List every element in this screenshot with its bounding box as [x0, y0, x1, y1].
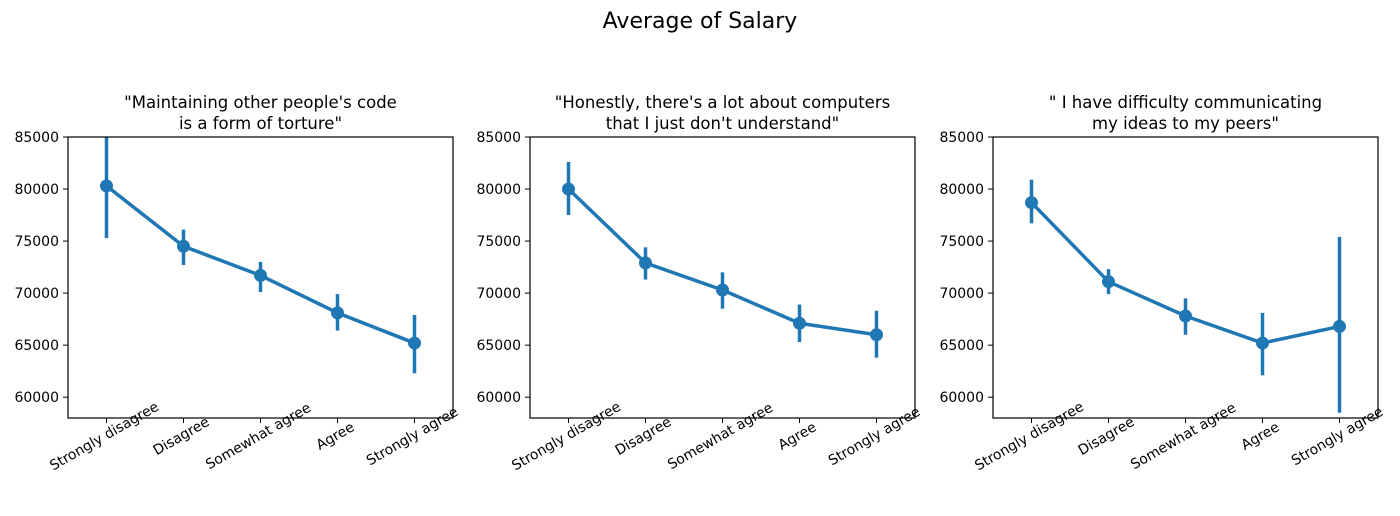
data-point	[870, 328, 883, 342]
axes-frame	[529, 136, 916, 419]
data-point	[562, 182, 575, 196]
series-line	[567, 187, 877, 337]
panel-title-line-2: that I just don't understand"	[606, 114, 840, 133]
x-tick-label: Disagree	[613, 414, 675, 459]
panel-title-line-1: "Honestly, there's a lot about computers	[555, 93, 890, 112]
x-tick-label: Disagree	[151, 414, 213, 459]
data-point	[716, 283, 729, 297]
axes-frame	[992, 136, 1379, 419]
plot-area	[100, 137, 421, 374]
y-tick-label: 80000	[14, 182, 59, 198]
y-tick-label: 75000	[939, 234, 984, 250]
y-tick-label: 75000	[476, 234, 521, 250]
x-tick-label: Somewhat agree	[1128, 400, 1239, 473]
panel-title-line-2: is a form of torture"	[179, 114, 342, 133]
data-point	[1333, 319, 1346, 333]
x-tick-label: Strongly agree	[826, 404, 923, 469]
x-tick-label: Somewhat agree	[203, 400, 314, 473]
axes-frame	[67, 136, 454, 419]
x-tick-label: Strongly agree	[1289, 404, 1386, 469]
panel-title-line-1: " I have difficulty communicating	[1049, 93, 1322, 112]
y-tick-label: 70000	[476, 286, 521, 302]
y-tick-label: 60000	[939, 390, 984, 406]
y-tick-label: 65000	[14, 338, 59, 354]
data-point	[1256, 336, 1269, 350]
y-tick-label: 65000	[939, 338, 984, 354]
data-point	[254, 268, 267, 282]
x-tick-label: Disagree	[1076, 414, 1138, 459]
data-point	[1102, 275, 1115, 289]
data-point	[793, 316, 806, 330]
y-tick-label: 70000	[14, 286, 59, 302]
data-point	[1179, 309, 1192, 323]
x-tick-label: Strongly disagree	[509, 399, 624, 474]
data-point	[100, 179, 113, 193]
data-point	[1025, 196, 1038, 210]
y-tick-label: 85000	[14, 130, 59, 146]
data-point	[408, 336, 421, 350]
data-point	[177, 239, 190, 253]
x-tick-label: Agree	[1239, 419, 1283, 453]
x-tick-label: Agree	[776, 419, 820, 453]
chart-panel-1: "Maintaining other people's code is a for…	[14, 93, 461, 474]
x-tick-label: Strongly agree	[364, 404, 461, 469]
chart-panel-3: " I have difficulty communicating my idea…	[939, 93, 1386, 474]
y-tick-label: 75000	[14, 234, 59, 250]
panel-title-line-1: "Maintaining other people's code	[124, 93, 397, 112]
data-point	[639, 256, 652, 270]
y-tick-label: 80000	[476, 182, 521, 198]
x-tick-label: Strongly disagree	[972, 399, 1087, 474]
x-tick-label: Somewhat agree	[665, 400, 776, 473]
figure-title: Average of Salary	[603, 9, 798, 34]
y-tick-label: 70000	[939, 286, 984, 302]
y-tick-label: 85000	[939, 130, 984, 146]
plot-area	[1025, 179, 1346, 413]
x-tick-label: Agree	[314, 419, 358, 453]
plot-area	[562, 161, 883, 358]
panel-title-line-2: my ideas to my peers"	[1092, 114, 1279, 133]
y-tick-label: 65000	[476, 338, 521, 354]
chart-panel-2: "Honestly, there's a lot about computers…	[476, 93, 923, 474]
data-point	[331, 306, 344, 320]
y-tick-label: 85000	[476, 130, 521, 146]
x-tick-label: Strongly disagree	[47, 399, 162, 474]
y-tick-label: 80000	[939, 182, 984, 198]
y-tick-label: 60000	[14, 390, 59, 406]
y-tick-label: 60000	[476, 390, 521, 406]
